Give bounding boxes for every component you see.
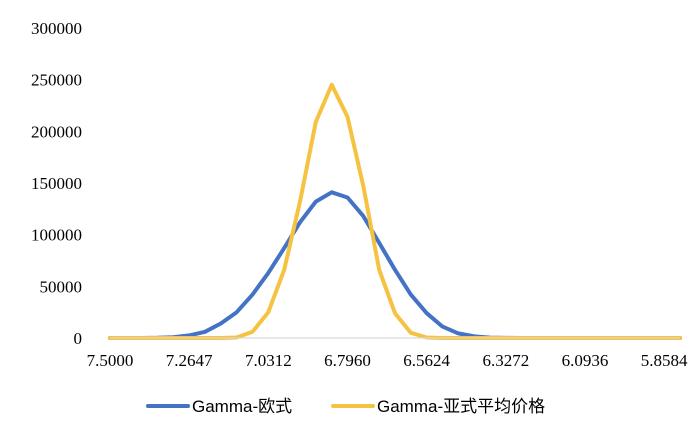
x-tick-label: 7.2647 xyxy=(166,351,213,370)
y-tick-label: 200000 xyxy=(31,122,82,141)
x-tick-label: 5.8584 xyxy=(641,351,688,370)
x-tick-label: 6.7960 xyxy=(324,351,371,370)
series-line-2 xyxy=(108,82,682,340)
x-tick-label: 6.3272 xyxy=(482,351,529,370)
y-tick-label: 250000 xyxy=(31,71,82,90)
y-tick-label: 50000 xyxy=(40,277,83,296)
x-tick-label: 7.0312 xyxy=(245,351,292,370)
x-axis-ticks: 7.5000 7.2647 7.0312 6.7960 6.5624 6.3272 6.09… xyxy=(87,351,688,370)
legend-label-1: Gamma-欧式 xyxy=(192,397,292,416)
y-axis-ticks: 0 50000 100000 150000 200000 250000 300000 xyxy=(31,19,82,348)
y-tick-label: 150000 xyxy=(31,174,82,193)
legend-label-2: Gamma-亚式平均价格 xyxy=(377,397,545,416)
x-tick-label: 6.0936 xyxy=(562,351,609,370)
legend: Gamma-欧式 Gamma-亚式平均价格 xyxy=(146,397,545,416)
x-tick-label: 6.5624 xyxy=(403,351,450,370)
series-layer xyxy=(108,82,682,340)
y-tick-label: 300000 xyxy=(31,19,82,38)
y-tick-label: 100000 xyxy=(31,226,82,245)
y-tick-label: 0 xyxy=(74,329,83,348)
x-tick-label: 7.5000 xyxy=(87,351,134,370)
